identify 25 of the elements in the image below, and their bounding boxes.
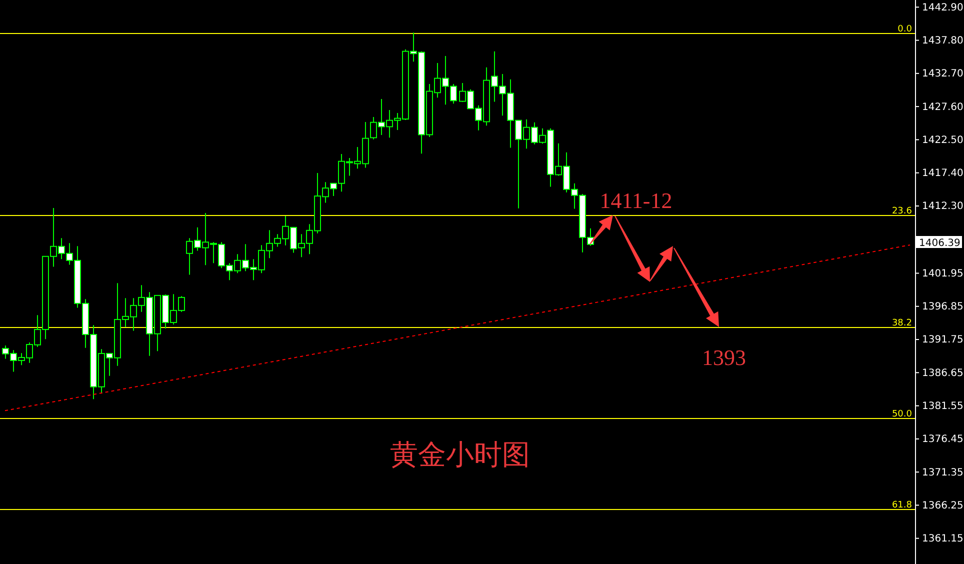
y-tick-label: 1437.80 [922,35,964,46]
y-tick-label: 1376.45 [922,434,964,446]
annotation: 0.0 [898,24,912,34]
annotation: 1411-12 [600,188,672,213]
y-tick-label: 1422.50 [922,134,964,146]
y-tick-label: 1401.95 [922,268,964,280]
annotation: 23.6 [892,206,912,216]
annotation: 1393 [702,345,746,370]
y-tick-label: 1371.35 [922,467,964,478]
y-tick-label: 1412.30 [922,201,964,212]
y-tick-label: 1417.40 [922,168,964,180]
y-tick-label: 1381.55 [922,400,964,412]
annotation: 38.2 [892,318,912,328]
y-tick-label: 1432.70 [922,68,964,80]
y-tick-label: 1361.15 [922,534,964,545]
y-tick-label: 1386.65 [922,368,964,379]
y-tick-label: 1366.25 [922,500,964,512]
y-tick-label: 1442.90 [922,2,964,14]
text: 1406.39 [919,238,960,249]
text: 黄金小时图 [390,438,530,471]
y-tick-label: 1391.75 [922,334,964,346]
annotation: 61.8 [892,500,912,510]
y-tick-label: 1396.85 [922,302,964,313]
annotation: 50.0 [892,410,912,420]
y-tick-label: 1427.60 [922,102,964,113]
